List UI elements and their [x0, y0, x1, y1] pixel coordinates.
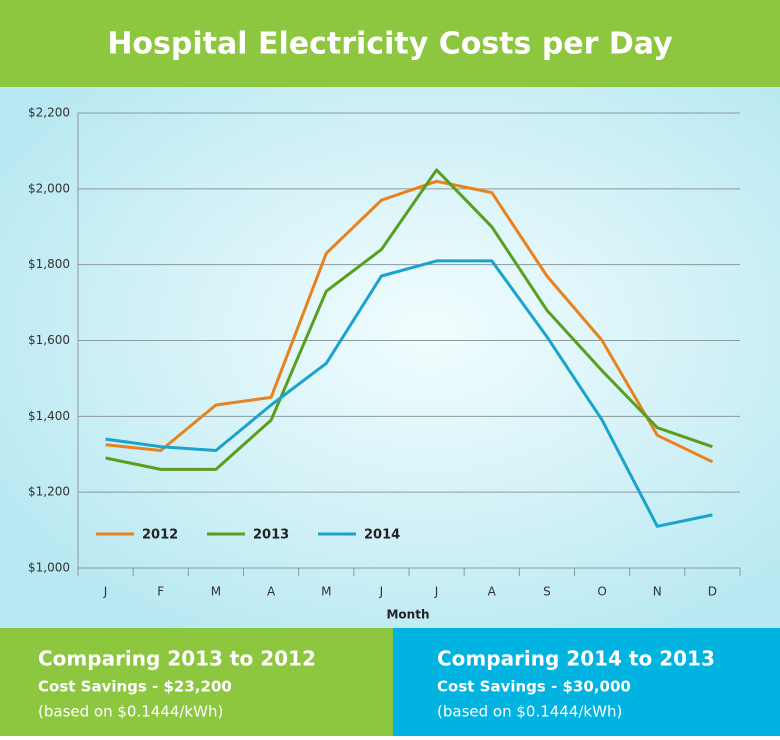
y-tick-label: $2,000: [28, 181, 70, 195]
chart-title: Hospital Electricity Costs per Day: [107, 27, 673, 62]
legend-label: 2014: [364, 528, 400, 543]
x-tick-label: S: [543, 585, 551, 599]
x-tick-label: J: [379, 585, 384, 599]
title-bar: [0, 0, 780, 87]
x-tick-label: M: [211, 585, 221, 599]
legend-label: 2013: [253, 528, 289, 543]
series-line: [105, 179, 714, 464]
x-tick-label: J: [103, 585, 108, 599]
legend-label: 2012: [142, 528, 178, 543]
y-tick-label: $2,200: [28, 106, 70, 120]
y-tick-label: $1,000: [28, 561, 70, 575]
panel-right: [393, 628, 780, 736]
series-line: [105, 168, 713, 471]
panel-note: (based on $0.1444/kWh): [38, 703, 223, 721]
panel-savings: Cost Savings - $30,000: [437, 678, 631, 696]
x-axis-label: Month: [386, 608, 429, 622]
y-tick-label: $1,600: [28, 333, 70, 347]
x-tick-label: M: [321, 585, 331, 599]
panel-savings: Cost Savings - $23,200: [38, 678, 232, 696]
x-tick-label: F: [157, 585, 164, 599]
x-tick-label: D: [708, 585, 717, 599]
y-tick-label: $1,200: [28, 485, 70, 499]
panel-heading: Comparing 2014 to 2013: [437, 647, 715, 671]
x-tick-label: N: [653, 585, 662, 599]
panel-note: (based on $0.1444/kWh): [437, 703, 622, 721]
y-tick-label: $1,400: [28, 409, 70, 423]
series-line: [105, 259, 713, 528]
x-tick-label: O: [597, 585, 606, 599]
chart-background: [0, 87, 780, 628]
y-tick-label: $1,800: [28, 257, 70, 271]
panel-left: [0, 628, 393, 736]
panel-heading: Comparing 2013 to 2012: [38, 647, 316, 671]
x-tick-label: A: [488, 585, 497, 599]
x-tick-label: A: [267, 585, 276, 599]
x-tick-label: J: [434, 585, 439, 599]
